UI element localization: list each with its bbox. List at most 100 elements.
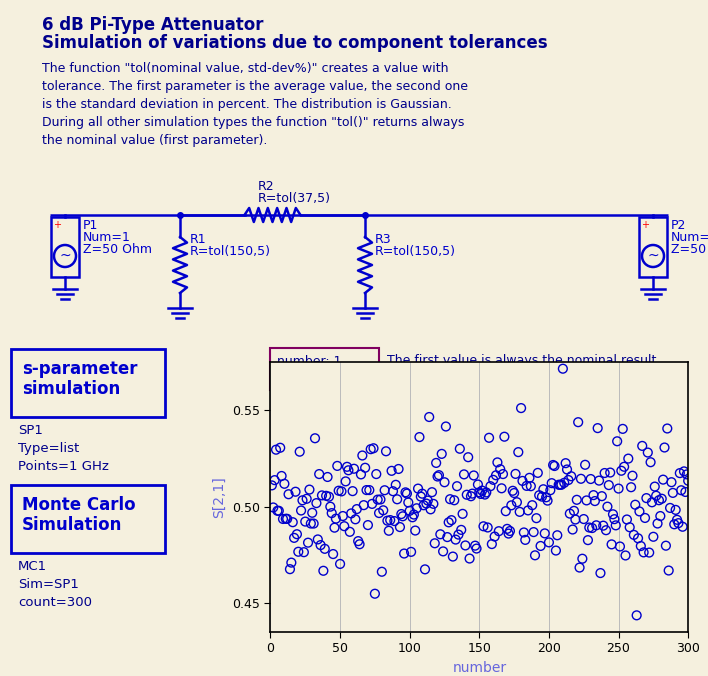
Point [578,514,589,525]
Point [536,491,547,502]
Point [531,513,542,524]
Point [600,525,612,535]
X-axis label: number: number [452,661,506,675]
Point [539,528,550,539]
Point [612,436,623,447]
Point [458,469,469,480]
Point [435,529,446,539]
Point [546,478,557,489]
Point [592,422,603,433]
Point [297,495,308,506]
Point [474,487,485,498]
FancyBboxPatch shape [11,349,165,417]
Point [616,465,627,476]
Point [298,547,309,558]
Point [389,516,400,527]
Point [485,481,496,491]
Point [311,498,322,508]
Point [379,485,390,496]
Point [337,510,348,521]
Point [299,516,311,527]
Point [544,485,556,496]
Point [638,547,649,558]
Point [508,487,520,498]
Point [622,453,634,464]
Point [465,491,476,502]
Point [501,523,513,534]
Point [500,506,511,516]
Point [488,475,499,485]
Point [419,564,430,575]
Point [663,565,674,576]
Point [498,431,510,442]
Point [365,443,377,454]
Point [497,468,508,479]
Point [542,496,553,506]
Point [503,528,514,539]
Point [287,516,298,527]
Point [370,468,382,479]
Point [453,529,464,540]
Point [549,460,560,471]
Point [290,486,301,497]
Point [282,514,293,525]
Point [312,534,324,545]
Point [457,508,468,519]
Point [520,535,531,546]
Point [563,475,574,485]
Point [493,526,505,537]
Point [496,483,507,493]
Point [525,481,537,491]
Point [326,508,338,518]
Point [418,500,429,510]
Point [461,489,472,500]
Point [327,549,339,560]
Point [354,539,365,550]
Point [547,460,559,470]
Point [534,490,545,501]
Point [528,527,539,537]
Point [671,514,683,525]
Point [639,512,651,523]
Point [507,485,518,496]
Point [368,443,379,454]
Point [554,479,566,490]
Point [624,522,635,533]
Point [344,527,355,537]
FancyBboxPatch shape [639,217,667,277]
Point [348,463,360,474]
Point [668,519,680,530]
Point [482,522,493,533]
Point [304,484,315,495]
Point [343,465,354,476]
Point [644,547,655,558]
Point [569,506,580,516]
Point [380,446,392,457]
Point [467,488,478,499]
Point [617,423,629,434]
Point [392,494,403,505]
Point [404,506,416,516]
Text: ~: ~ [59,249,71,263]
Point [468,470,479,481]
Text: +: + [53,220,61,230]
Point [484,433,495,443]
Point [620,550,632,561]
Text: S[2,1]: 0.502: S[2,1]: 0.502 [277,370,359,383]
Point [655,510,666,521]
Point [472,479,484,490]
Point [636,441,648,452]
Point [653,495,665,506]
Point [421,498,432,509]
Point [564,508,576,519]
Point [621,514,632,525]
Point [433,470,445,481]
Point [276,470,287,481]
Text: number: 1: number: 1 [277,355,341,368]
Point [280,513,292,524]
Point [333,485,344,496]
Point [656,493,668,504]
Point [273,506,285,516]
Point [308,518,319,529]
Text: Monte Carlo: Monte Carlo [22,496,136,514]
